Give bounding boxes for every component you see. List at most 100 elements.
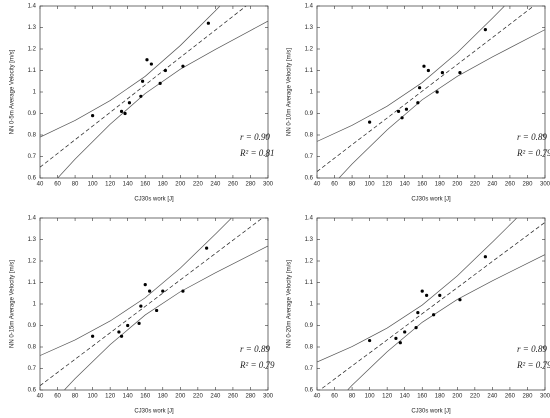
point bbox=[483, 28, 487, 32]
annotation: r = 0.89 bbox=[517, 132, 547, 142]
x-tick-label: 80 bbox=[349, 182, 356, 188]
x-tick-label: 140 bbox=[400, 394, 411, 400]
point bbox=[158, 81, 162, 85]
x-tick-label: 200 bbox=[452, 182, 463, 188]
y-tick-label: 1 bbox=[33, 302, 37, 308]
x-axis-label: CJ30s work [J] bbox=[134, 409, 174, 415]
x-tick-label: 100 bbox=[88, 394, 99, 400]
y-tick-label: 1 bbox=[310, 90, 314, 96]
point bbox=[145, 58, 149, 62]
point bbox=[368, 338, 372, 343]
point bbox=[368, 120, 372, 124]
point bbox=[420, 289, 424, 293]
y-tick-label: 1.3 bbox=[28, 237, 37, 243]
y-tick-label: 1.3 bbox=[305, 237, 314, 243]
y-tick-label: 1.1 bbox=[305, 68, 314, 74]
y-tick-label: 0.6 bbox=[305, 388, 314, 394]
x-tick-label: 280 bbox=[245, 182, 256, 188]
y-tick-label: 1.3 bbox=[305, 25, 314, 31]
x-tick-label: 300 bbox=[263, 394, 274, 400]
x-tick-label: 280 bbox=[522, 394, 533, 400]
lower-band bbox=[347, 254, 545, 390]
point bbox=[398, 341, 402, 345]
y-tick-label: 1.4 bbox=[28, 216, 37, 222]
point bbox=[126, 323, 130, 328]
lines bbox=[317, 218, 545, 390]
x-tick-label: 180 bbox=[435, 182, 446, 188]
x-tick-label: 100 bbox=[365, 394, 376, 400]
point bbox=[163, 68, 167, 73]
x-tick-label: 60 bbox=[331, 394, 338, 400]
x-tick-label: 160 bbox=[417, 182, 428, 188]
x-tick-label: 160 bbox=[140, 394, 151, 400]
lower-band bbox=[57, 20, 268, 178]
x-tick-label: 200 bbox=[175, 394, 186, 400]
y-tick-label: 1.4 bbox=[305, 4, 314, 10]
point bbox=[458, 298, 462, 302]
point bbox=[127, 101, 132, 105]
x-tick-label: 40 bbox=[37, 182, 44, 188]
x-tick-label: 220 bbox=[470, 394, 481, 400]
x-tick-label: 260 bbox=[228, 394, 239, 400]
x-tick-label: 240 bbox=[210, 394, 221, 400]
y-tick-label: 1.2 bbox=[305, 47, 314, 53]
x-tick-label: 160 bbox=[417, 394, 428, 400]
panel: 40 60 80 100 120 140 160 180 200 220 240 260 280 300 0… bbox=[287, 4, 550, 203]
point bbox=[149, 62, 153, 66]
x-tick-label: 100 bbox=[365, 182, 376, 188]
point bbox=[432, 313, 436, 317]
y-tick-label: 0.9 bbox=[28, 323, 37, 329]
x-tick-label: 280 bbox=[245, 394, 256, 400]
y-axis-label: NN 0-10m Average Velocity [m/s] bbox=[287, 48, 293, 136]
y-tick-label: 1.1 bbox=[305, 280, 314, 286]
point bbox=[139, 94, 143, 98]
y-tick-label: 0.8 bbox=[28, 133, 37, 139]
y-axis-label: NN 0-20m Average Velocity [m/s] bbox=[287, 260, 293, 348]
point bbox=[181, 289, 185, 293]
point bbox=[143, 283, 147, 287]
point bbox=[414, 326, 418, 330]
x-tick-label: 100 bbox=[88, 182, 99, 188]
y-tick-label: 1.3 bbox=[28, 25, 37, 31]
point bbox=[416, 311, 420, 315]
point bbox=[440, 71, 444, 75]
y-tick-label: 0.6 bbox=[28, 388, 37, 394]
x-tick-label: 140 bbox=[123, 394, 134, 400]
lines bbox=[40, 6, 268, 178]
x-tick-label: 120 bbox=[382, 182, 393, 188]
point bbox=[418, 86, 422, 90]
plot-frame bbox=[39, 217, 269, 391]
fit-line bbox=[319, 222, 545, 390]
x-tick-label: 80 bbox=[349, 394, 356, 400]
y-tick-label: 0.8 bbox=[305, 345, 314, 351]
y-tick-label: 0.7 bbox=[305, 366, 314, 372]
y-tick-label: 0.7 bbox=[28, 366, 37, 372]
y-tick-label: 1.1 bbox=[28, 68, 37, 74]
annotation: r = 0.89 bbox=[240, 344, 270, 354]
y-tick-label: 1.2 bbox=[28, 259, 37, 265]
point bbox=[396, 109, 401, 113]
lower-band bbox=[338, 29, 545, 178]
x-tick-label: 180 bbox=[158, 394, 169, 400]
panel: 40 60 80 100 120 140 160 180 200 220 240 260 280 300 0… bbox=[10, 216, 275, 415]
point bbox=[181, 64, 185, 68]
annotation: r = 0.90 bbox=[240, 132, 270, 142]
point bbox=[205, 246, 209, 250]
y-tick-label: 1.2 bbox=[28, 47, 37, 53]
point bbox=[161, 289, 165, 293]
x-tick-label: 60 bbox=[54, 394, 61, 400]
point bbox=[119, 334, 124, 338]
annotation: R² = 0.79 bbox=[516, 148, 550, 158]
x-tick-label: 260 bbox=[505, 182, 516, 188]
fit-line bbox=[317, 6, 535, 172]
point bbox=[403, 330, 407, 334]
upper-band bbox=[317, 6, 505, 142]
upper-band bbox=[40, 6, 221, 138]
fit-line bbox=[40, 218, 263, 386]
lines bbox=[317, 6, 545, 178]
point bbox=[416, 101, 420, 105]
y-axis-label: NN 0-15m Average Velocity [m/s] bbox=[10, 260, 16, 348]
x-tick-label: 200 bbox=[175, 182, 186, 188]
point bbox=[139, 304, 143, 308]
